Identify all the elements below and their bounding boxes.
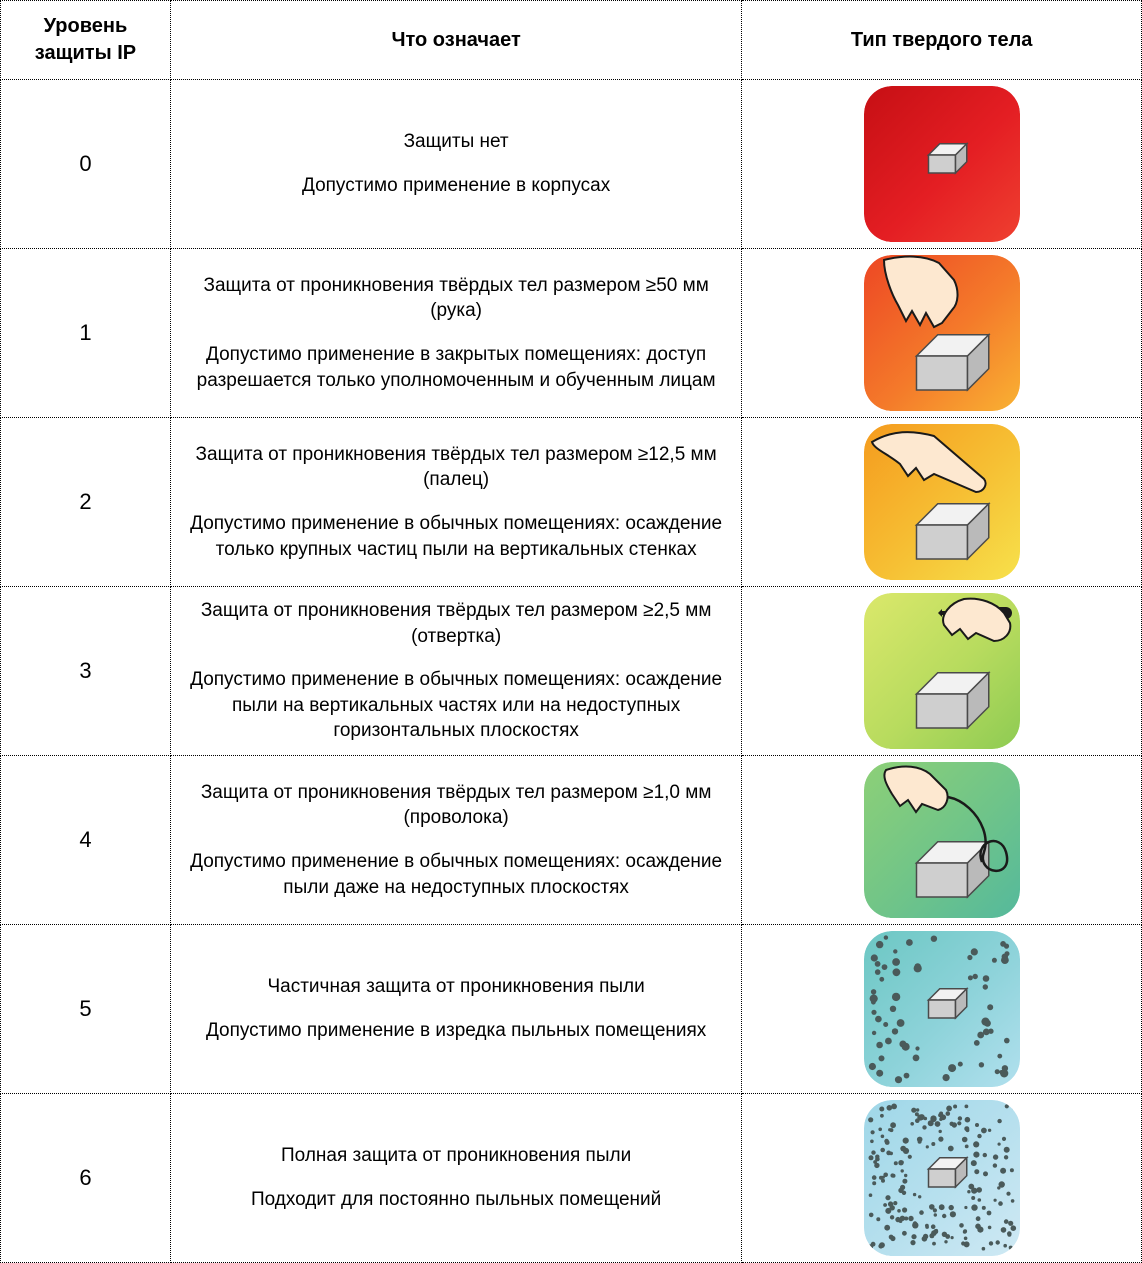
table-row: 5 Частичная защита от проникновения пыли Д… [1, 925, 1142, 1094]
description-cell: Защиты нет Допустимо применение в корпуса… [170, 80, 741, 249]
description-primary: Частичная защита от проникновения пыли [183, 974, 729, 1000]
ip-level-icon [864, 86, 1020, 242]
ip-protection-table: Уровень защиты IP Что означает Тип тверд… [0, 0, 1142, 1263]
ip-level-icon [864, 593, 1020, 749]
description-secondary: Допустимо применение в корпусах [183, 173, 729, 199]
level-cell: 2 [1, 418, 171, 587]
description-primary: Полная защита от проникновения пыли [183, 1143, 729, 1169]
description-secondary: Допустимо применение в обычных помещения… [183, 667, 729, 744]
description-cell: Защита от проникновения твёрдых тел разм… [170, 249, 741, 418]
header-meaning: Что означает [170, 1, 741, 80]
icon-cell [742, 418, 1142, 587]
description-secondary: Допустимо применение в изредка пыльных п… [183, 1018, 729, 1044]
level-cell: 1 [1, 249, 171, 418]
description-primary: Защита от проникновения твёрдых тел разм… [183, 273, 729, 324]
icon-cell [742, 1094, 1142, 1263]
header-level: Уровень защиты IP [1, 1, 171, 80]
ip-level-icon [864, 1100, 1020, 1256]
ip-level-icon [864, 255, 1020, 411]
level-cell: 3 [1, 587, 171, 756]
description-primary: Защиты нет [183, 129, 729, 155]
description-secondary: Допустимо применение в обычных помещения… [183, 511, 729, 562]
description-cell: Частичная защита от проникновения пыли До… [170, 925, 741, 1094]
description-cell: Защита от проникновения твёрдых тел разм… [170, 756, 741, 925]
level-cell: 5 [1, 925, 171, 1094]
icon-cell [742, 80, 1142, 249]
icon-cell [742, 587, 1142, 756]
description-secondary: Допустимо применение в обычных помещения… [183, 849, 729, 900]
ip-level-icon [864, 931, 1020, 1087]
icon-cell [742, 925, 1142, 1094]
level-cell: 6 [1, 1094, 171, 1263]
table-row: 6Полная защита от проникновения пылиПодх… [1, 1094, 1142, 1263]
icon-cell [742, 756, 1142, 925]
ip-level-icon [864, 762, 1020, 918]
description-cell: Защита от проникновения твёрдых тел разм… [170, 587, 741, 756]
table-row: 1Защита от проникновения твёрдых тел раз… [1, 249, 1142, 418]
table-row: 0 Защиты нет Допустимо применение в корпус… [1, 80, 1142, 249]
description-primary: Защита от проникновения твёрдых тел разм… [183, 780, 729, 831]
level-cell: 0 [1, 80, 171, 249]
level-cell: 4 [1, 756, 171, 925]
table-row: 3Защита от проникновения твёрдых тел раз… [1, 587, 1142, 756]
header-type: Тип твердого тела [742, 1, 1142, 80]
icon-cell [742, 249, 1142, 418]
description-secondary: Допустимо применение в закрытых помещени… [183, 342, 729, 393]
description-primary: Защита от проникновения твёрдых тел разм… [183, 598, 729, 649]
table-row: 2Защита от проникновения твёрдых тел раз… [1, 418, 1142, 587]
table-header-row: Уровень защиты IP Что означает Тип тверд… [1, 1, 1142, 80]
ip-level-icon [864, 424, 1020, 580]
description-cell: Защита от проникновения твёрдых тел разм… [170, 418, 741, 587]
table-row: 4Защита от проникновения твёрдых тел раз… [1, 756, 1142, 925]
description-primary: Защита от проникновения твёрдых тел разм… [183, 442, 729, 493]
description-cell: Полная защита от проникновения пылиПодхо… [170, 1094, 741, 1263]
